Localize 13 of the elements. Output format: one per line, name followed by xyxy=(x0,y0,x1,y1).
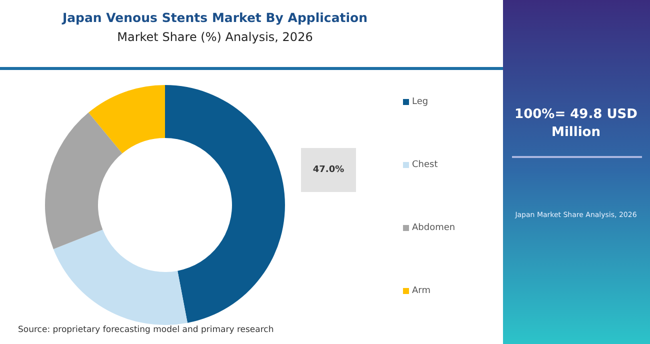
legend-label: Arm xyxy=(412,286,430,296)
donut-slice xyxy=(88,85,165,154)
source-note: Source: proprietary forecasting model and primary research xyxy=(18,325,274,335)
text: 100%= 49.8 USD Million xyxy=(514,106,638,142)
legend-label: Abdomen xyxy=(412,223,456,233)
donut-slice xyxy=(53,230,188,325)
donut-slice xyxy=(45,112,122,250)
chart-subtitle: Market Share (%) Analysis, 2026 xyxy=(116,30,314,44)
legend-label: Leg xyxy=(412,97,428,107)
chart-title: Japan Venous Stents Market By Application xyxy=(60,10,369,25)
data-label: 47.0% xyxy=(301,148,356,192)
donut-slice xyxy=(165,85,285,323)
legend-label: Chest xyxy=(412,160,438,170)
